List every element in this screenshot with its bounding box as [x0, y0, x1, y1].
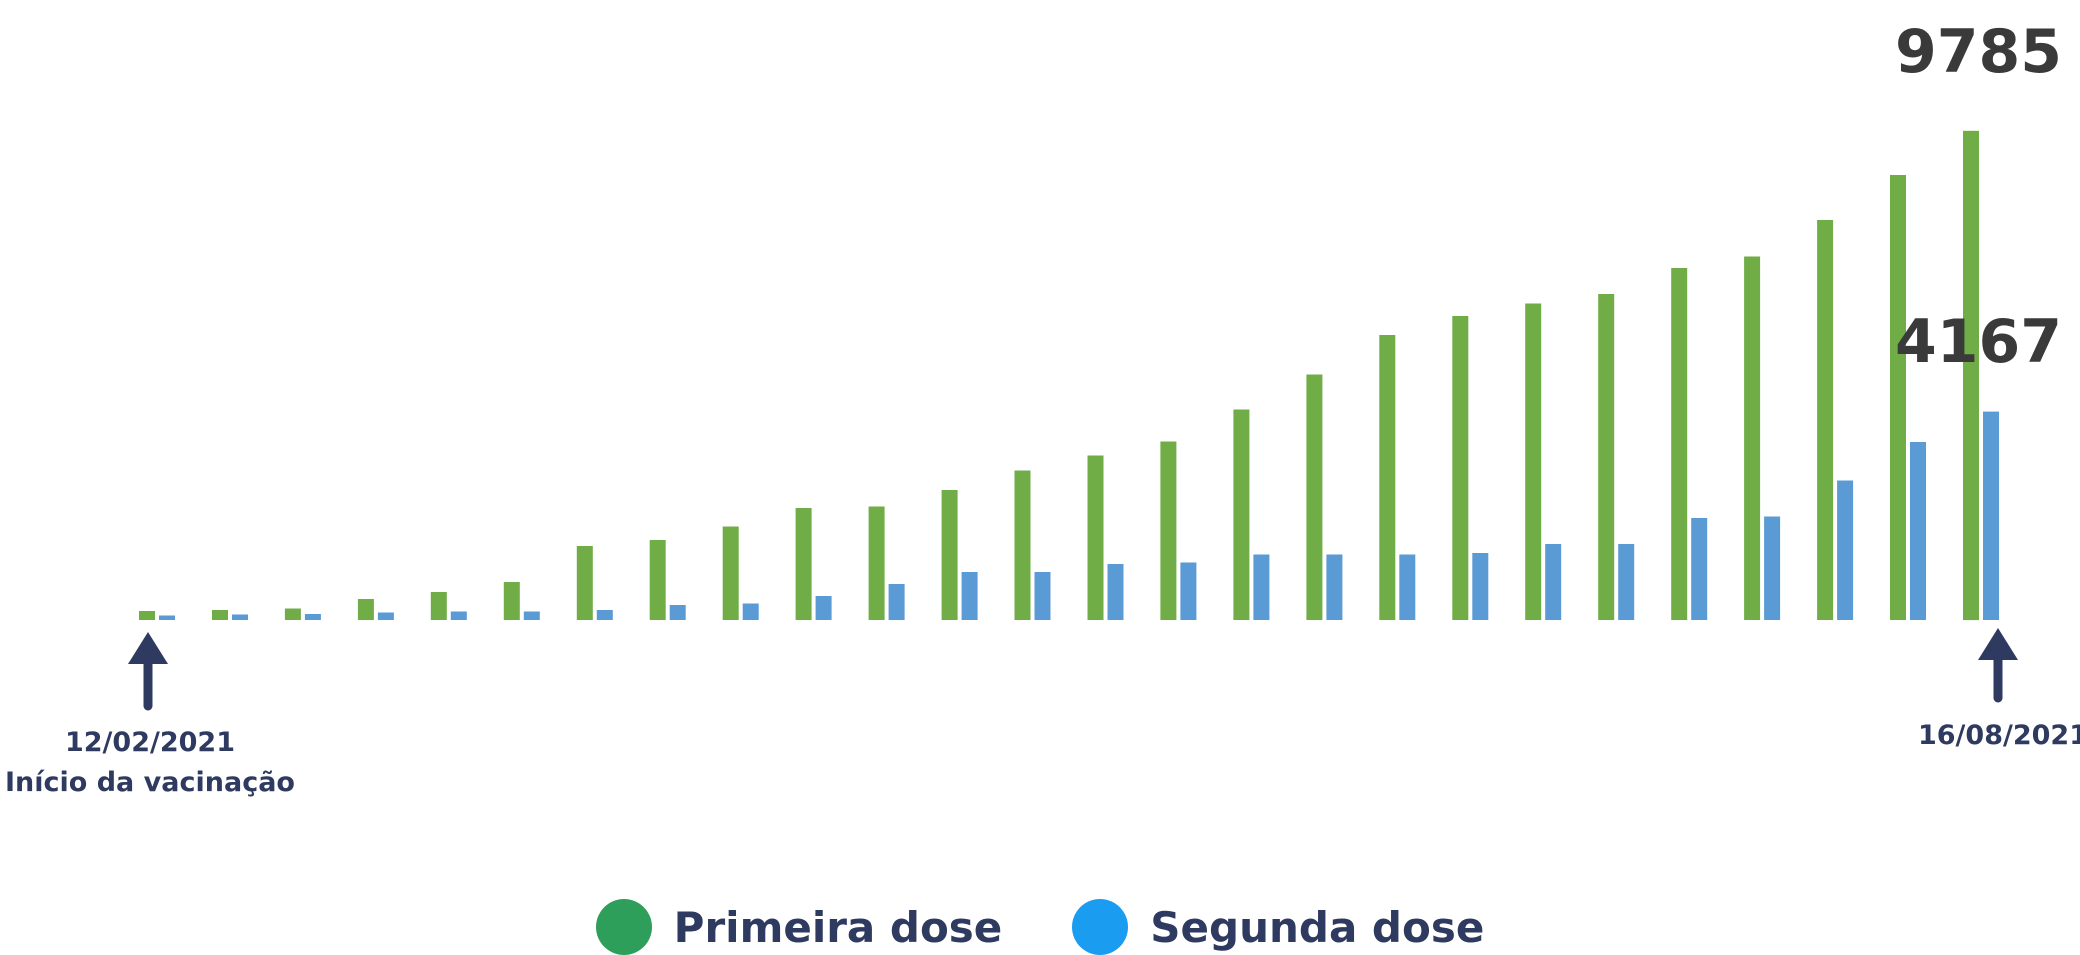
primeira-dose-bar-21	[1598, 294, 1615, 620]
primeira-dose-bar-16	[1233, 409, 1250, 620]
segunda-dose-last-value-label: 4167	[1895, 307, 2062, 377]
segunda-dose-bar-15	[1180, 562, 1197, 620]
segunda-dose-bar-8	[669, 605, 686, 620]
primeira-dose-bar-3	[284, 608, 301, 620]
chart: 9785 4167 12/02/2021 Início da vacinação…	[5, 17, 2080, 798]
start-arrow-icon	[128, 632, 168, 711]
segunda-dose-bar-5	[450, 611, 467, 620]
segunda-dose-bar-26	[1983, 411, 1999, 620]
segunda-dose-series	[159, 411, 1999, 620]
primeira-dose-bar-6	[503, 582, 520, 620]
segunda-dose-bar-1	[159, 615, 175, 620]
legend: Primeira dose Segunda dose	[0, 899, 2080, 955]
primeira-dose-last-value-label: 9785	[1895, 17, 2062, 87]
primeira-dose-bar-24	[1817, 220, 1834, 620]
primeira-dose-bar-25	[1890, 175, 1906, 620]
primeira-dose-bar-19	[1452, 316, 1469, 620]
segunda-dose-bar-12	[961, 572, 978, 620]
primeira-dose-bar-14	[1087, 455, 1104, 620]
segunda-dose-bar-11	[888, 584, 905, 620]
primeira-dose-bar-18	[1379, 335, 1396, 620]
segunda-dose-bar-17	[1326, 554, 1343, 620]
start-date-label: 12/02/2021	[65, 727, 235, 758]
legend-label-segunda-dose: Segunda dose	[1150, 902, 1485, 952]
legend-item-primeira-dose: Primeira dose	[595, 899, 1003, 955]
primeira-dose-bar-7	[576, 546, 593, 620]
segunda-dose-bar-10	[815, 596, 832, 620]
primeira-dose-bar-22	[1671, 268, 1688, 620]
segunda-dose-bar-9	[742, 603, 759, 620]
primeira-dose-bar-12	[941, 490, 958, 620]
primeira-dose-bar-1	[139, 611, 155, 620]
segunda-dose-bar-13	[1034, 572, 1051, 620]
primeira-dose-bar-11	[868, 506, 885, 620]
end-date-label: 16/08/2021	[1918, 720, 2080, 751]
end-arrow-icon	[1978, 628, 2018, 703]
segunda-dose-bar-19	[1472, 553, 1489, 620]
primeira-dose-bar-2	[212, 610, 228, 620]
segunda-dose-bar-21	[1618, 544, 1635, 620]
primeira-dose-bar-20	[1525, 303, 1542, 620]
segunda-dose-bar-16	[1253, 554, 1270, 620]
segunda-dose-bar-18	[1399, 554, 1416, 620]
primeira-dose-bar-8	[649, 540, 666, 620]
segunda-dose-bar-4	[377, 612, 394, 620]
legend-dot-primeira-dose	[595, 899, 652, 955]
segunda-dose-bar-3	[304, 614, 321, 620]
primeira-dose-bar-17	[1306, 374, 1323, 620]
primeira-dose-bar-26	[1963, 130, 1979, 621]
segunda-dose-bar-6	[523, 611, 540, 620]
primeira-dose-bar-5	[430, 592, 447, 620]
primeira-dose-bar-15	[1160, 441, 1177, 620]
primeira-dose-series	[139, 130, 1979, 621]
segunda-dose-bar-20	[1545, 544, 1562, 620]
segunda-dose-bar-25	[1910, 442, 1926, 620]
primeira-dose-bar-10	[795, 508, 812, 620]
segunda-dose-bar-14	[1107, 564, 1124, 620]
start-note-label: Início da vacinação	[5, 767, 295, 798]
primeira-dose-bar-9	[722, 526, 739, 620]
segunda-dose-bar-22	[1691, 518, 1708, 620]
primeira-dose-bar-23	[1744, 256, 1761, 620]
segunda-dose-bar-2	[232, 614, 248, 620]
legend-item-segunda-dose: Segunda dose	[1072, 899, 1484, 955]
primeira-dose-bar-4	[357, 599, 374, 620]
segunda-dose-bar-23	[1764, 516, 1781, 620]
segunda-dose-bar-24	[1837, 480, 1854, 620]
segunda-dose-bar-7	[596, 610, 613, 620]
primeira-dose-bar-13	[1014, 470, 1031, 620]
legend-label-primeira-dose: Primeira dose	[673, 902, 1003, 952]
legend-dot-segunda-dose	[1072, 899, 1129, 955]
